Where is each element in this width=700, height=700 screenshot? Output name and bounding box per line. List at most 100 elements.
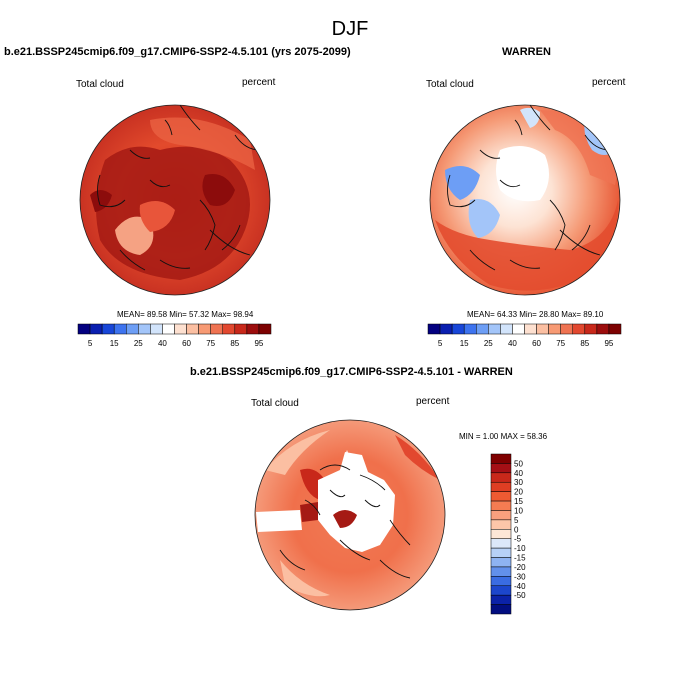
colorbar-panel1-tick-label: 15 xyxy=(110,339,119,348)
colorbar-panel2-tick-label: 95 xyxy=(604,339,613,348)
colorbar-panel3-swatch xyxy=(490,576,512,587)
colorbar-panel3-tick-label: 10 xyxy=(514,506,523,515)
colorbar-panel3-tick-label: 30 xyxy=(514,478,523,487)
colorbar-panel1-swatch xyxy=(174,323,187,335)
colorbar-panel2-swatch xyxy=(524,323,537,335)
colorbar-panel2-tick-label: 85 xyxy=(580,339,589,348)
colorbar-panel1-tick-label: 95 xyxy=(254,339,263,348)
panel1-variable: Total cloud xyxy=(76,79,124,90)
colorbar-panel3-tick-label: -15 xyxy=(514,554,526,563)
colorbar-panel2-swatch xyxy=(572,323,586,335)
colorbar-panel1-swatch xyxy=(126,323,139,335)
colorbar-panel3-tick-label: -5 xyxy=(514,535,522,544)
panel3-variable: Total cloud xyxy=(251,398,299,409)
colorbar-panel1-swatch xyxy=(234,323,248,335)
colorbar-panel1-swatch xyxy=(113,323,127,335)
colorbar-panel1-swatch xyxy=(150,323,163,335)
colorbar-panel1-tick-label: 75 xyxy=(206,339,215,348)
panel1-units: percent xyxy=(242,77,276,88)
colorbar-panel3-swatch xyxy=(490,491,512,502)
panel2-units: percent xyxy=(592,77,626,88)
colorbar-panel3-tick-label: 0 xyxy=(514,525,519,534)
colorbar-panel3-swatch xyxy=(490,529,512,539)
colorbar-panel1-swatch xyxy=(162,323,175,335)
panel1-stats: MEAN= 89.58 Min= 57.32 Max= 98.94 xyxy=(117,310,254,319)
colorbar-panel1-swatch xyxy=(101,323,115,335)
colorbar-panel3-tick-label: -40 xyxy=(514,582,526,591)
colorbar-panel2-swatch xyxy=(560,323,573,335)
panel2-map xyxy=(430,105,620,295)
colorbar-panel2-swatch xyxy=(427,323,441,335)
colorbar-panel1-swatch xyxy=(77,323,91,335)
colorbar-panel3-swatch xyxy=(490,585,512,596)
colorbar-panel3-tick-label: -10 xyxy=(514,544,526,553)
colorbar-panel1-tick-label: 5 xyxy=(88,339,93,348)
colorbar-panel3-swatch xyxy=(490,472,512,483)
colorbar-panel2-swatch xyxy=(536,323,549,335)
colorbar-panel1-swatch xyxy=(198,323,211,335)
colorbar-panel2-swatch xyxy=(596,323,610,335)
colorbar-panel2-swatch xyxy=(463,323,477,335)
colorbar-panel3-swatch xyxy=(490,538,512,549)
colorbar-panel1-tick-label: 40 xyxy=(158,339,167,348)
colorbar-panel3-swatch xyxy=(490,481,512,492)
colorbar-panel3-swatch xyxy=(490,453,512,464)
colorbar-panel2-swatch xyxy=(512,323,525,335)
colorbar-panel3-tick-label: 40 xyxy=(514,469,523,478)
colorbar-panel3-tick-label: -20 xyxy=(514,563,526,572)
colorbar-panel3-swatch xyxy=(490,500,512,511)
colorbar-panel3-tick-label: -30 xyxy=(514,572,526,581)
colorbar-panel1-swatch xyxy=(138,323,151,335)
colorbar-panel3-swatch xyxy=(490,557,512,568)
panel3-title: b.e21.BSSP245cmip6.f09_g17.CMIP6-SSP2-4.… xyxy=(190,366,513,378)
colorbar-panel2-tick-label: 40 xyxy=(508,339,517,348)
colorbar-panel2: 5 15 25 40 60 75 85 95 xyxy=(427,323,622,348)
colorbar-panel1-tick-label: 60 xyxy=(182,339,191,348)
colorbar-panel2-swatch xyxy=(500,323,513,335)
colorbar-panel2-swatch xyxy=(439,323,453,335)
colorbar-panel2-tick-label: 75 xyxy=(556,339,565,348)
colorbar-panel2-swatch xyxy=(476,323,489,335)
colorbar-panel2-swatch xyxy=(488,323,501,335)
colorbar-panel1-tick-label: 85 xyxy=(230,339,239,348)
colorbar-panel1-swatch xyxy=(246,323,260,335)
colorbar-panel2-tick-label: 5 xyxy=(438,339,443,348)
colorbar-panel2-tick-label: 25 xyxy=(484,339,493,348)
colorbar-panel2-swatch xyxy=(608,323,622,335)
colorbar-panel3-tick-label: -50 xyxy=(514,591,526,600)
colorbar-panel1: 5 15 25 40 60 75 85 95 xyxy=(77,323,272,348)
colorbar-panel2-swatch xyxy=(584,323,598,335)
colorbar-panel2-swatch xyxy=(548,323,561,335)
colorbar-panel1-swatch xyxy=(186,323,199,335)
colorbar-panel1-tick-label: 25 xyxy=(134,339,143,348)
colorbar-panel3-tick-label: 50 xyxy=(514,459,523,468)
season-title: DJF xyxy=(331,18,369,40)
colorbar-panel3-tick-label: 15 xyxy=(514,497,523,506)
colorbar-panel3-swatch xyxy=(490,604,512,615)
panel1-title: b.e21.BSSP245cmip6.f09_g17.CMIP6-SSP2-4.… xyxy=(4,46,351,58)
colorbar-panel3-tick-label: 20 xyxy=(514,488,523,497)
panel3-units: percent xyxy=(416,396,450,407)
colorbar-panel3-swatch xyxy=(490,566,512,577)
colorbar-panel3-swatch xyxy=(490,594,512,605)
panel2-stats: MEAN= 64.33 Min= 28.80 Max= 89.10 xyxy=(467,310,604,319)
panel1-map xyxy=(80,105,270,295)
panel2-variable: Total cloud xyxy=(426,79,474,90)
colorbar-panel3-swatch xyxy=(490,547,512,558)
colorbar-panel2-swatch xyxy=(451,323,465,335)
colorbar-panel3-swatch xyxy=(490,510,512,521)
colorbar-panel3-swatch xyxy=(490,519,512,530)
colorbar-panel1-swatch xyxy=(222,323,236,335)
colorbar-panel3-tick-label: 5 xyxy=(514,516,519,525)
panel2-title: WARREN xyxy=(502,46,551,58)
colorbar-panel2-tick-label: 60 xyxy=(532,339,541,348)
colorbar-panel2-tick-label: 15 xyxy=(460,339,469,348)
panel3-stats: MIN = 1.00 MAX = 58.36 xyxy=(459,432,548,441)
panel3-map xyxy=(255,420,445,610)
colorbar-panel1-swatch xyxy=(258,323,272,335)
colorbar-panel1-swatch xyxy=(89,323,103,335)
colorbar-panel1-swatch xyxy=(210,323,223,335)
colorbar-panel3-swatch xyxy=(490,463,512,474)
